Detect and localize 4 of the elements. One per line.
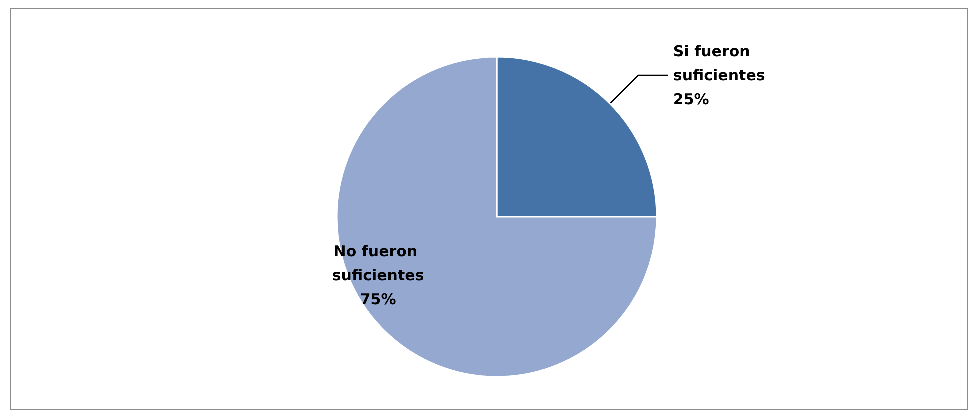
slice-label: No fueron suficientes [332, 242, 424, 285]
data-label: 75% [360, 290, 396, 309]
data-label: 25% [673, 90, 710, 109]
slice-label: Si fueron suficientes [673, 42, 766, 85]
